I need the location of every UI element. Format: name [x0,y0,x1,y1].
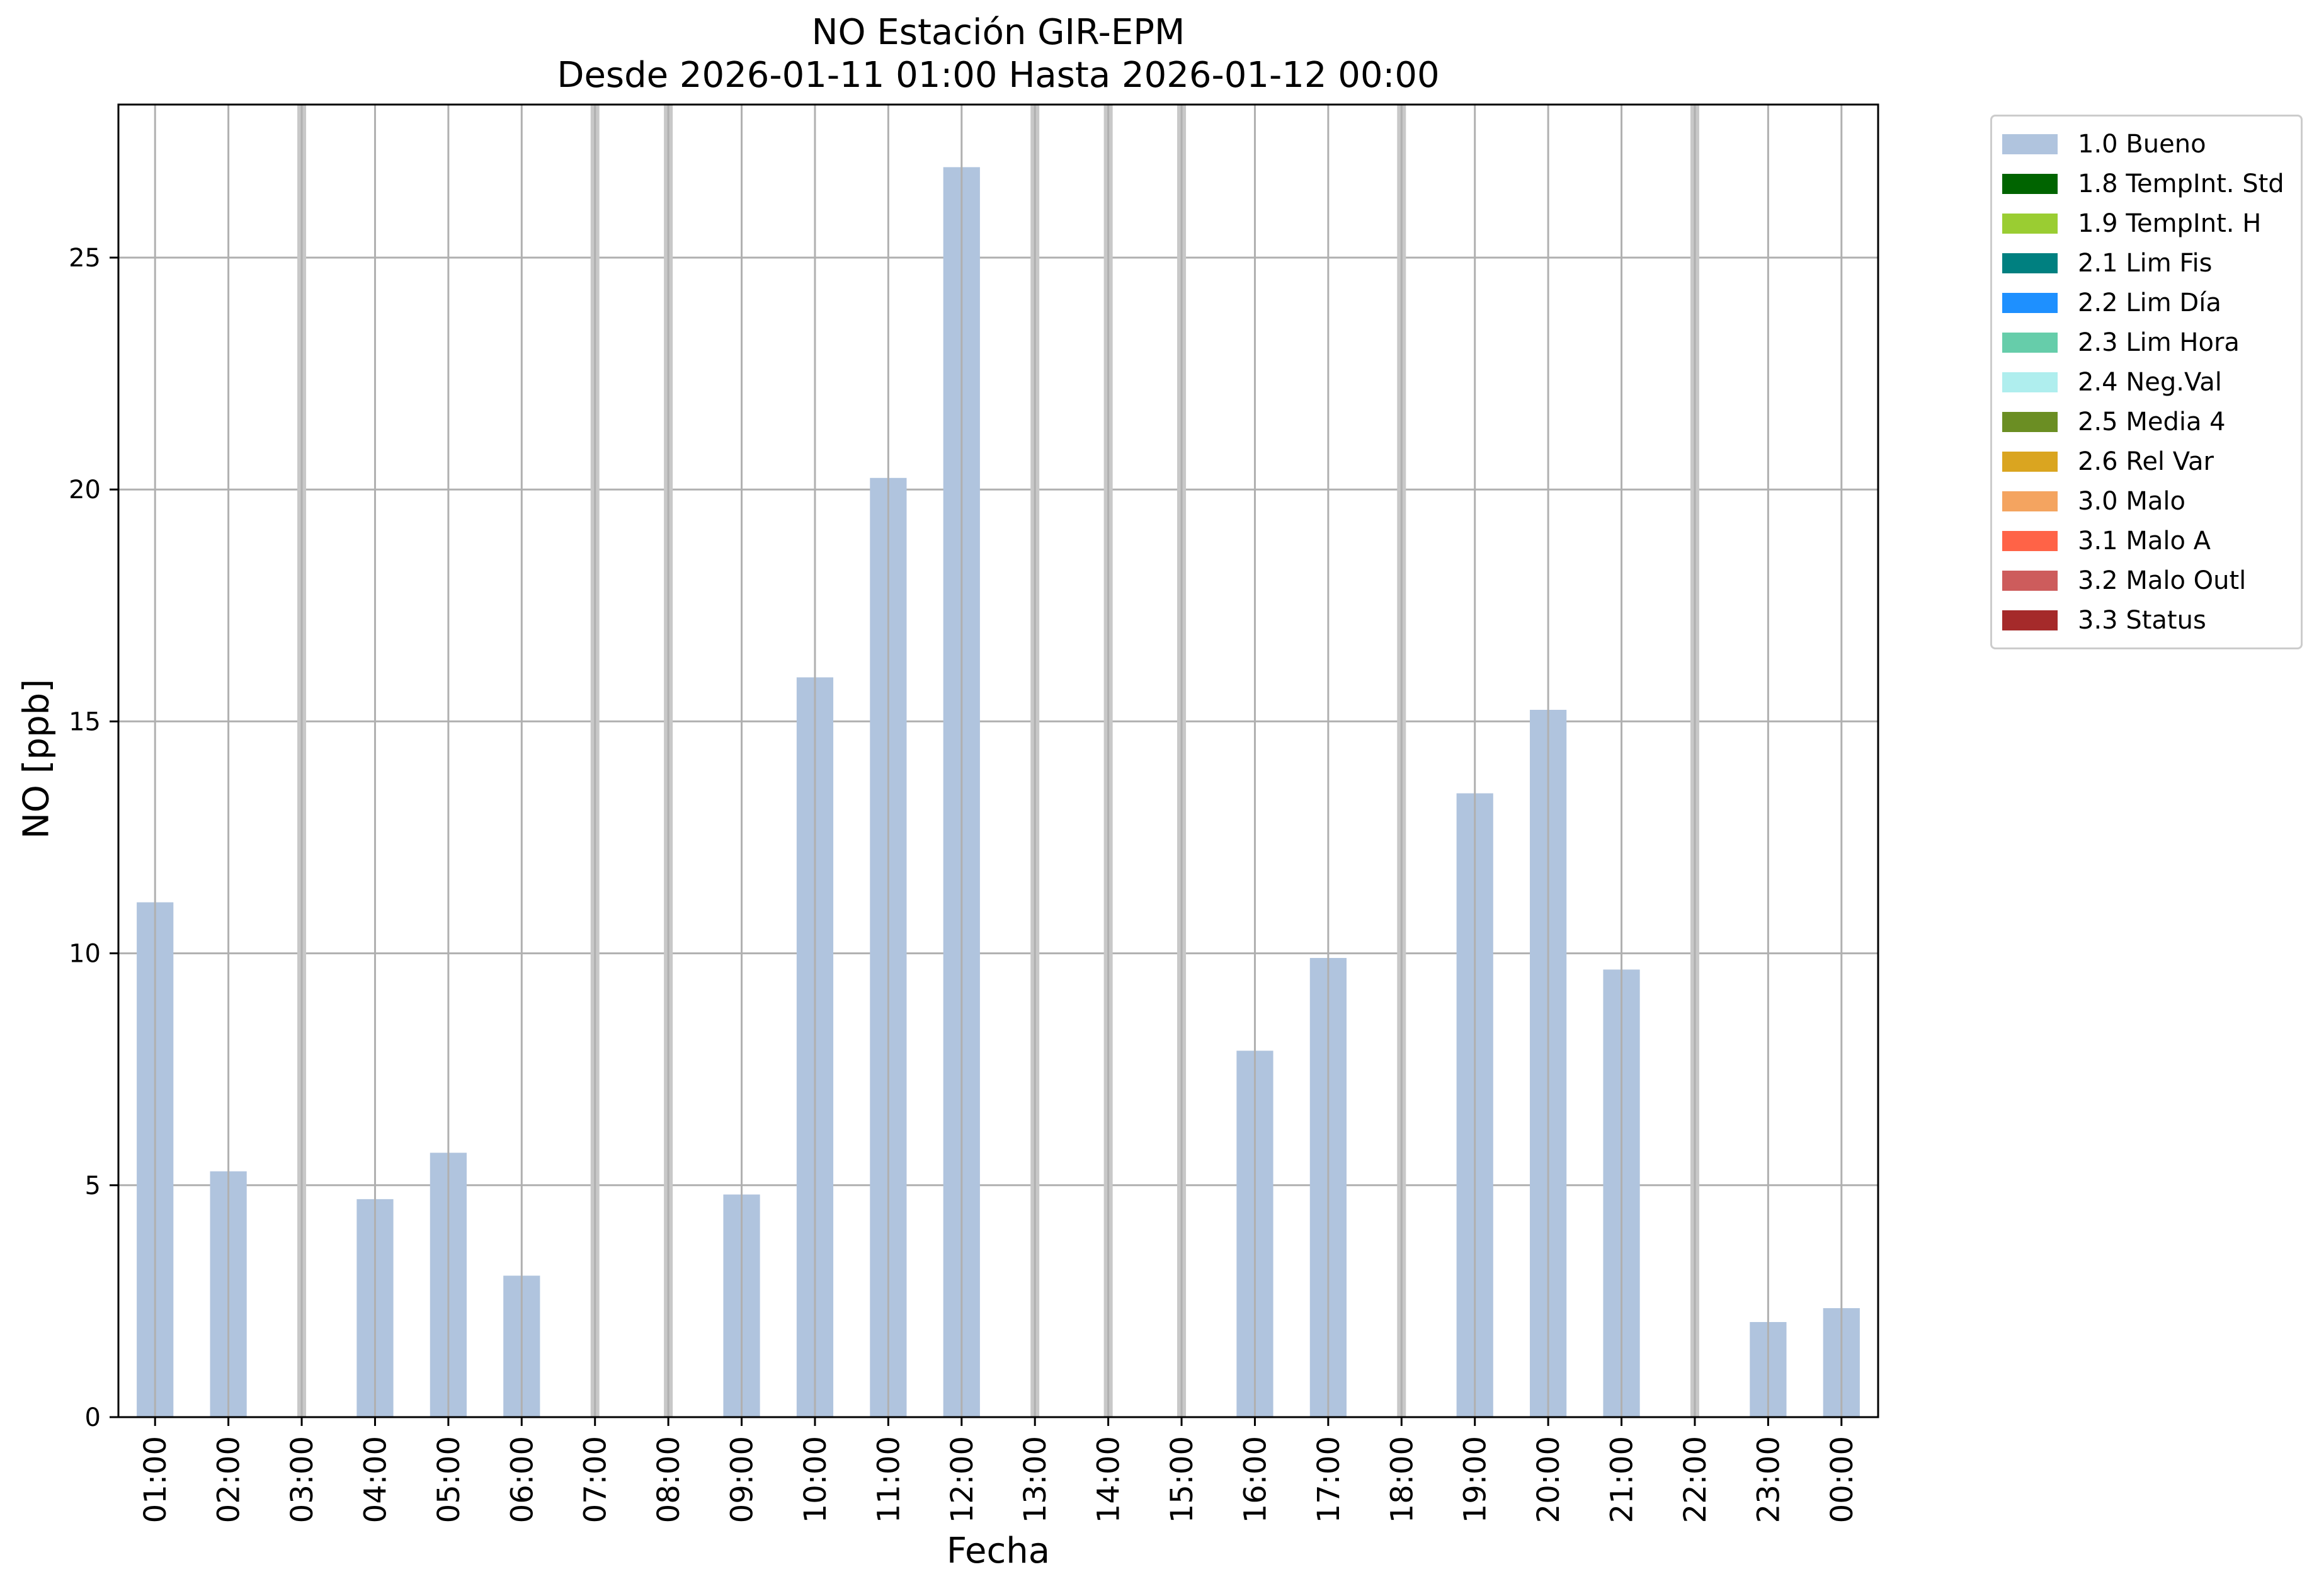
x-tick-label: 12:00 [945,1436,980,1523]
legend-item: 2.2 Lim Día [2002,283,2291,322]
x-tick-label: 05:00 [431,1436,467,1523]
legend-swatch [2002,332,2058,353]
legend-item: 2.6 Rel Var [2002,442,2291,481]
legend-swatch [2002,134,2058,154]
legend-swatch [2002,570,2058,591]
legend-label: 2.4 Neg.Val [2078,367,2222,397]
chart-title-line-1: NO Estación GIR-EPM [811,12,1185,53]
legend-label: 3.2 Malo Outl [2078,566,2247,595]
legend-swatch [2002,530,2058,551]
x-axis: 01:00 02:00 03:00 04:00 05:00 06:00 07:00 08:00… [138,1417,1860,1523]
x-tick-label: 19:00 [1458,1436,1493,1523]
legend-label: 2.6 Rel Var [2078,447,2214,476]
y-tick-label: 25 [69,244,101,273]
x-tick-label: 15:00 [1165,1436,1200,1523]
legend-swatch [2002,253,2058,273]
legend-item: 2.4 Neg.Val [2002,362,2291,402]
y-tick-label: 5 [85,1171,101,1200]
bars [137,167,1860,1417]
x-tick-label: 21:00 [1605,1436,1640,1523]
legend-swatch [2002,173,2058,194]
legend-swatch [2002,213,2058,234]
x-tick-label: 23:00 [1751,1436,1786,1523]
legend-swatch [2002,411,2058,432]
legend-label: 1.8 TempInt. Std [2078,169,2284,198]
y-tick-label: 20 [69,476,101,504]
x-tick-label: 08:00 [651,1436,687,1523]
legend-item: 2.5 Media 4 [2002,402,2291,442]
legend-item: 2.3 Lim Hora [2002,322,2291,362]
legend-item: 3.1 Malo A [2002,521,2291,561]
y-tick-label: 0 [85,1403,101,1432]
legend-label: 2.3 Lim Hora [2078,328,2240,357]
legend-item: 1.0 Bueno [2002,124,2291,164]
legend-label: 1.9 TempInt. H [2078,208,2262,238]
x-tick-label: 07:00 [578,1436,613,1523]
vertical-grid-overlay [154,105,1843,1417]
y-tick-label: 10 [69,940,101,969]
y-tick-label: 15 [69,707,101,736]
legend-label: 3.1 Malo A [2078,526,2211,556]
legend-label: 1.0 Bueno [2078,129,2206,159]
plot-frame [117,103,1879,1418]
x-axis-label: Fecha [946,1530,1051,1571]
x-tick-label: 06:00 [504,1436,540,1523]
x-tick-label: 14:00 [1091,1436,1127,1523]
x-tick-label: 01:00 [138,1436,173,1523]
x-tick-label: 02:00 [212,1436,247,1523]
legend-label: 3.0 Malo [2078,486,2185,516]
x-tick-label: 13:00 [1018,1436,1053,1523]
legend-item: 2.1 Lim Fis [2002,243,2291,283]
x-tick-label: 22:00 [1678,1436,1713,1523]
legend-label: 2.2 Lim Día [2078,288,2221,317]
legend-item: 3.2 Malo Outl [2002,561,2291,600]
legend-item: 3.3 Status [2002,600,2291,640]
legend-label: 2.1 Lim Fis [2078,248,2213,278]
chart-title-line-2: Desde 2026-01-11 01:00 Hasta 2026-01-12 … [557,55,1440,96]
legend-item: 3.0 Malo [2002,481,2291,521]
x-tick-label: 00:00 [1825,1436,1860,1523]
legend: 1.0 Bueno 1.8 TempInt. Std 1.9 TempInt. H 2… [1990,115,2303,649]
x-tick-label: 09:00 [725,1436,760,1523]
y-axis: 0 5 10 15 20 25 [69,244,118,1432]
legend-swatch [2002,610,2058,630]
x-tick-label: 16:00 [1238,1436,1273,1523]
x-tick-label: 18:00 [1384,1436,1420,1523]
x-tick-label: 20:00 [1531,1436,1566,1523]
x-tick-label: 11:00 [871,1436,906,1523]
x-tick-label: 03:00 [285,1436,320,1523]
x-tick-label: 17:00 [1311,1436,1347,1523]
legend-item: 1.8 TempInt. Std [2002,164,2291,203]
legend-swatch [2002,491,2058,511]
x-tick-label: 04:00 [358,1436,393,1523]
legend-swatch [2002,292,2058,313]
legend-swatch [2002,372,2058,392]
x-tick-label: 10:00 [798,1436,833,1523]
legend-label: 3.3 Status [2078,605,2206,635]
legend-item: 1.9 TempInt. H [2002,203,2291,243]
legend-swatch [2002,451,2058,472]
legend-label: 2.5 Media 4 [2078,407,2226,436]
